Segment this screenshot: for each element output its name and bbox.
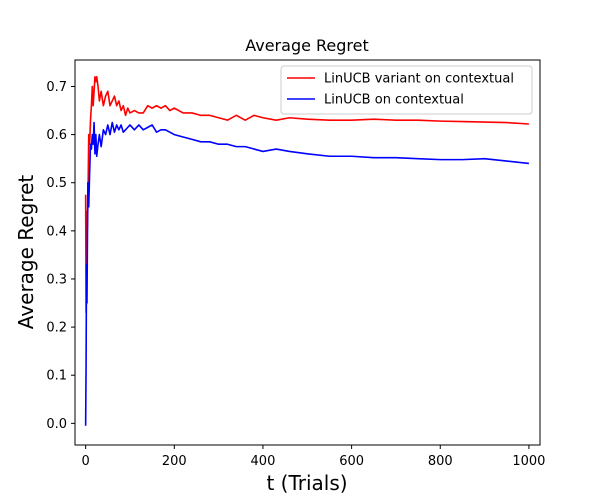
series-line-1	[84, 121, 530, 426]
x-tick-label: 600	[339, 454, 364, 469]
x-axis-title: t (Trials)	[266, 471, 347, 495]
series-line-0	[84, 76, 529, 314]
x-tick-label: 200	[162, 454, 187, 469]
y-tick-label: 0.0	[46, 417, 67, 432]
chart-title: Average Regret	[245, 36, 369, 55]
x-tick-label: 1000	[512, 454, 545, 469]
y-ticks: 0.0 0.1 0.2 0.3 0.4 0.5 0.6 0.7	[46, 80, 75, 432]
y-axis-title: Average Regret	[14, 175, 38, 330]
plot-area-frame	[74, 59, 541, 446]
legend-box	[280, 65, 533, 115]
x-ticks: 0 200 400 600 800 1000	[81, 445, 545, 469]
x-tick-label: 800	[428, 454, 453, 469]
y-tick-label: 0.3	[46, 272, 67, 287]
y-tick-label: 0.5	[46, 176, 67, 191]
y-tick-label: 0.4	[46, 224, 67, 239]
x-tick-label: 0	[81, 454, 89, 469]
x-tick-label: 400	[251, 454, 276, 469]
y-tick-label: 0.7	[46, 80, 67, 95]
y-tick-label: 0.6	[46, 128, 67, 143]
legend-label-1: LinUCB on contextual	[324, 93, 464, 108]
legend-label-0: LinUCB variant on contextual	[324, 72, 514, 87]
legend: LinUCB variant on contextual LinUCB on co…	[280, 65, 533, 115]
y-tick-label: 0.1	[46, 369, 67, 384]
y-tick-label: 0.2	[46, 321, 67, 336]
plot-lines	[84, 76, 530, 426]
